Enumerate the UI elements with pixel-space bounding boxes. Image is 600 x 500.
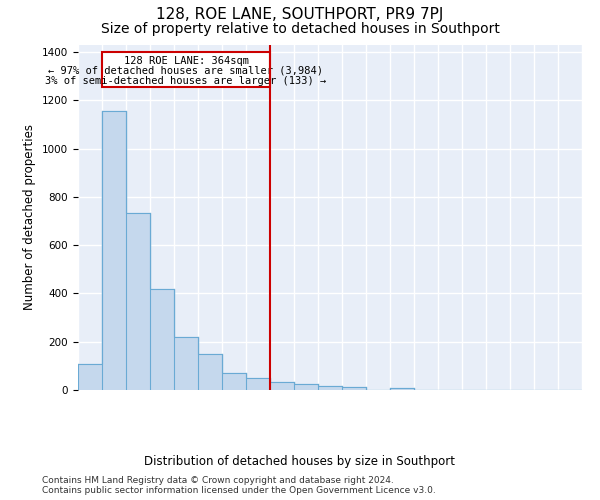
FancyBboxPatch shape bbox=[102, 52, 270, 87]
Y-axis label: Number of detached properties: Number of detached properties bbox=[23, 124, 37, 310]
Text: 128 ROE LANE: 364sqm: 128 ROE LANE: 364sqm bbox=[124, 56, 248, 66]
Text: 3% of semi-detached houses are larger (133) →: 3% of semi-detached houses are larger (1… bbox=[46, 76, 326, 86]
Text: Size of property relative to detached houses in Southport: Size of property relative to detached ho… bbox=[101, 22, 499, 36]
Text: ← 97% of detached houses are smaller (3,984): ← 97% of detached houses are smaller (3,… bbox=[49, 66, 323, 76]
Text: 128, ROE LANE, SOUTHPORT, PR9 7PJ: 128, ROE LANE, SOUTHPORT, PR9 7PJ bbox=[157, 8, 443, 22]
Text: Contains HM Land Registry data © Crown copyright and database right 2024.: Contains HM Land Registry data © Crown c… bbox=[42, 476, 394, 485]
Text: Distribution of detached houses by size in Southport: Distribution of detached houses by size … bbox=[145, 455, 455, 468]
Text: Contains public sector information licensed under the Open Government Licence v3: Contains public sector information licen… bbox=[42, 486, 436, 495]
